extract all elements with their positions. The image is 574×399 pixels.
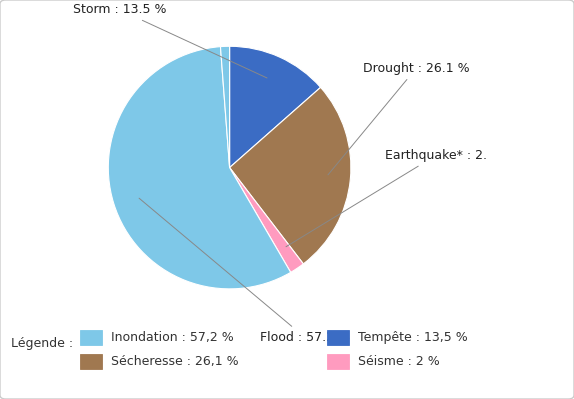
Text: Drought : 26.1 %: Drought : 26.1 % bbox=[328, 61, 470, 175]
Wedge shape bbox=[220, 46, 230, 168]
Wedge shape bbox=[230, 168, 303, 273]
Text: Earthquake* : 2.: Earthquake* : 2. bbox=[286, 149, 487, 247]
Text: Inondation : 57,2 %: Inondation : 57,2 % bbox=[111, 331, 234, 344]
Wedge shape bbox=[108, 47, 290, 289]
Text: Storm : 13.5 %: Storm : 13.5 % bbox=[73, 4, 267, 78]
Text: Flood : 57.2 %: Flood : 57.2 % bbox=[139, 198, 350, 344]
Text: Séisme : 2 %: Séisme : 2 % bbox=[358, 355, 439, 367]
Text: Légende :: Légende : bbox=[11, 337, 77, 350]
Text: Tempête : 13,5 %: Tempête : 13,5 % bbox=[358, 331, 467, 344]
Wedge shape bbox=[230, 87, 351, 264]
Wedge shape bbox=[230, 46, 321, 168]
Text: Sécheresse : 26,1 %: Sécheresse : 26,1 % bbox=[111, 355, 238, 367]
